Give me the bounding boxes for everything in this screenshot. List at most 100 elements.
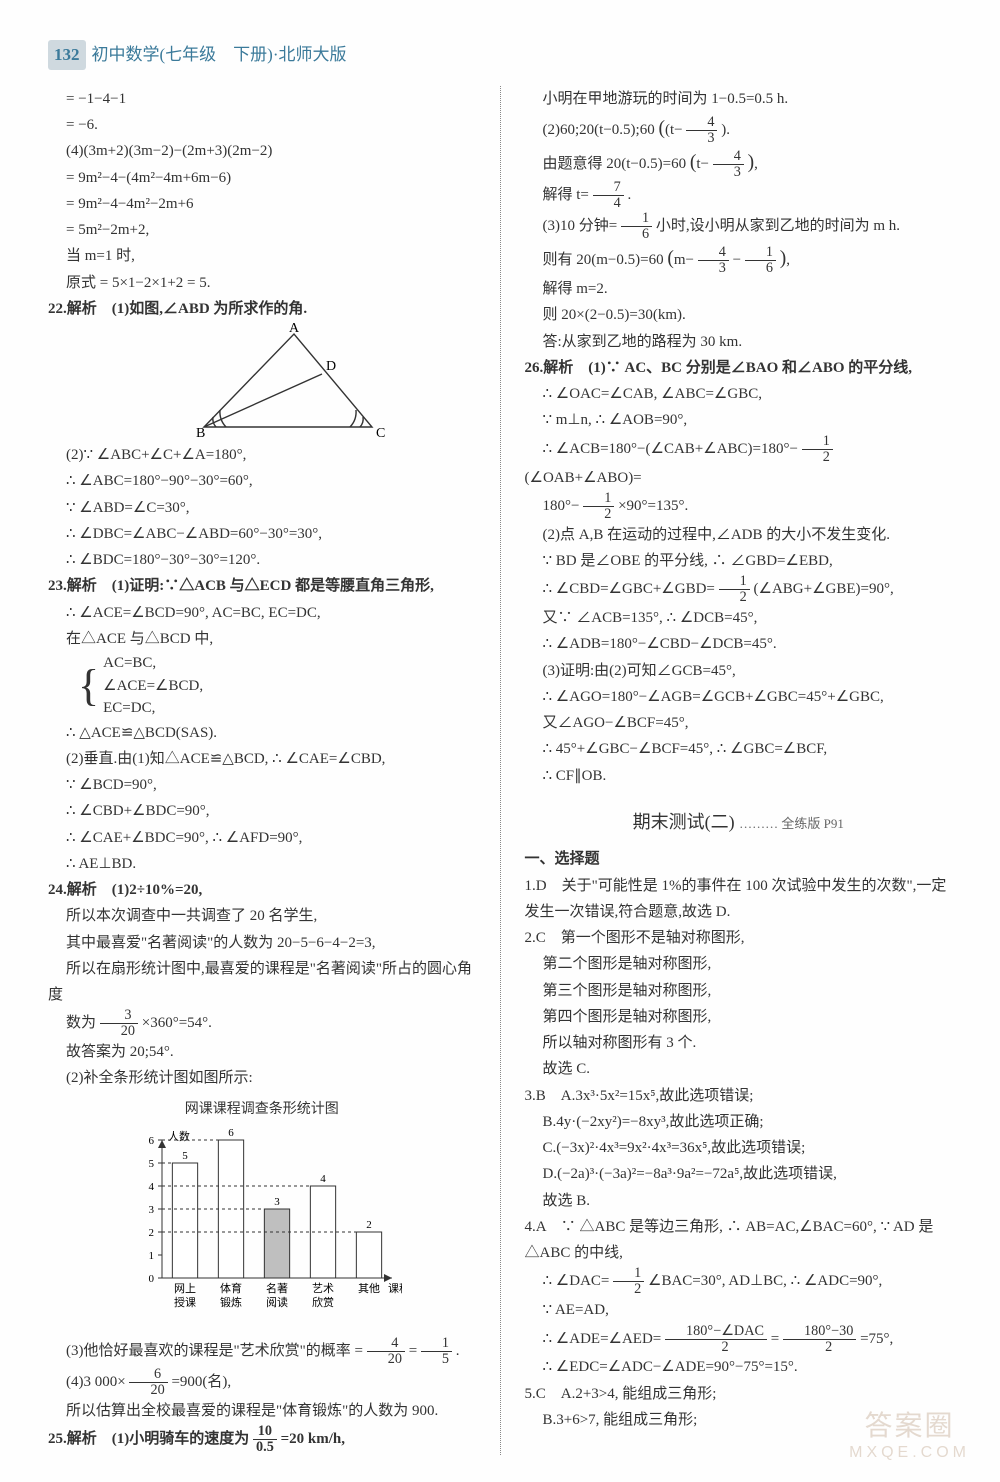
svg-text:1: 1 — [148, 1250, 154, 1262]
watermark-top: 答案圈 — [849, 1409, 970, 1443]
text-line: 又∠AGO−∠BCF=45°, — [525, 710, 953, 736]
text-line: 180°− 12 ×90°=135°. — [525, 491, 953, 522]
text-line: (2)补全条形统计图如图所示: — [48, 1065, 476, 1091]
fraction: 16 — [745, 245, 776, 276]
text-line: ∴ ∠CBD+∠BDC=90°, — [48, 798, 476, 824]
column-divider — [500, 86, 501, 1455]
bar-chart: 0123456人数课程5网上授课6体育锻炼3名著阅读4艺术欣赏2其他 — [48, 1126, 476, 1326]
text-line: (3)他恰好最喜欢的课程是"艺术欣赏"的概率 = 420 = 15 . — [48, 1336, 476, 1367]
fraction: 12 — [802, 434, 833, 465]
text-line: ∵ ∠BCD=90°, — [48, 772, 476, 798]
text-span: ∴ ∠ACB=180°−(∠CAB+∠ABC)=180°− — [543, 441, 798, 457]
triangle-svg: A B C D — [174, 322, 394, 442]
text-line: (2)垂直.由(1)知△ACE≌△BCD, ∴ ∠CAE=∠CBD, — [48, 746, 476, 772]
text-line: ∴ ∠EDC=∠ADC−∠ADE=90°−75°=15°. — [525, 1354, 953, 1380]
text-line: 解得 t= 74 . — [525, 180, 953, 211]
text-line: 小明在甲地游玩的时间为 1−0.5=0.5 h. — [525, 86, 953, 112]
svg-text:3: 3 — [274, 1196, 280, 1208]
fraction: 16 — [621, 211, 652, 242]
svg-text:0: 0 — [148, 1273, 154, 1285]
fraction: 12 — [613, 1266, 644, 1297]
text-line: 由题意得 20(t−0.5)=60 (t− 43 ), — [525, 146, 953, 180]
text-line: ∴ ∠ACB=180°−(∠CAB+∠ABC)=180°− 12 (∠OAB+∠… — [525, 434, 953, 491]
fraction: 43 — [698, 245, 729, 276]
bar-chart-svg: 0123456人数课程5网上授课6体育锻炼3名著阅读4艺术欣赏2其他 — [122, 1126, 402, 1326]
text-line: 所以在扇形统计图中,最喜爱的课程是"名著阅读"所占的圆心角度 — [48, 956, 476, 1009]
text-line: 当 m=1 时, — [48, 243, 476, 269]
text-span: 小时,设小明从家到乙地的时间为 m h. — [656, 218, 900, 234]
text-line: ∵ AE=AD, — [525, 1297, 953, 1323]
text-span: 则有 20(m−0.5)=60 — [543, 252, 664, 268]
svg-text:5: 5 — [182, 1150, 188, 1162]
text-span: (3)他恰好最喜欢的课程是"艺术欣赏"的概率 = — [66, 1343, 367, 1359]
text-line: 所以本次调查中一共调查了 20 名学生, — [48, 903, 476, 929]
text-line: ∴ ∠AGO=180°−∠AGB=∠GCB+∠GBC=45°+∠GBC, — [525, 684, 953, 710]
answer-5: 5.C A.2+3>4, 能组成三角形; — [525, 1381, 953, 1407]
answer-2: 2.C 第一个图形不是轴对称图形, — [525, 925, 953, 951]
text-line: 所以估算出全校最喜爱的课程是"体育锻炼"的人数为 900. — [48, 1398, 476, 1424]
question-23: 23.解析 (1)证明:∵△ACB 与△ECD 都是等腰直角三角形, — [48, 573, 476, 599]
text-line: = 9m²−4−4m²−2m+6 — [48, 191, 476, 217]
svg-text:欣赏: 欣赏 — [312, 1295, 334, 1309]
text-span: = — [409, 1343, 421, 1359]
text-span: (4)3 000× — [66, 1374, 126, 1390]
paren-icon: ( — [667, 248, 674, 269]
brace-line: AC=BC, — [103, 652, 203, 675]
text-line: ∴ ∠ACE=∠BCD=90°, AC=BC, EC=DC, — [48, 600, 476, 626]
question-26: 26.解析 (1)∵ AC、BC 分别是∠BAO 和∠ABO 的平分线, — [525, 355, 953, 381]
fraction: 420 — [367, 1336, 405, 1367]
text-span: (t− — [665, 122, 683, 138]
text-line: 故选 C. — [525, 1056, 953, 1082]
text-line: ∴ ∠DBC=∠ABC−∠ABD=60°−30°=30°, — [48, 521, 476, 547]
text-line: ∴ ∠OAC=∠CAB, ∠ABC=∠GBC, — [525, 381, 953, 407]
fraction: 12 — [583, 491, 614, 522]
left-column: = −1−4−1 = −6. (4)(3m+2)(3m−2)−(2m+3)(2m… — [48, 86, 476, 1455]
text-line: 数为 320 ×360°=54°. — [48, 1008, 476, 1039]
text-line: C.(−3x)²·4x³=9x²·4x³=36x⁵,故此选项错误; — [525, 1135, 953, 1161]
text-line: ∴ △ACE≌△BCD(SAS). — [48, 720, 476, 746]
vertex-d: D — [326, 359, 336, 374]
text-span: =75°, — [860, 1330, 893, 1346]
section-1-heading: 一、选择题 — [525, 846, 953, 872]
fraction: 43 — [713, 149, 744, 180]
text-span: 由题意得 20(t−0.5)=60 — [543, 156, 687, 172]
text-span: (∠OAB+∠ABO)= — [525, 470, 642, 486]
watermark-bottom: MXQE.COM — [849, 1443, 970, 1462]
vertex-a: A — [289, 322, 300, 336]
text-line: ∴ ∠ABC=180°−90°−30°=60°, — [48, 468, 476, 494]
text-span: = — [771, 1330, 779, 1346]
vertex-b: B — [196, 426, 205, 441]
text-span: (3)10 分钟= — [543, 218, 618, 234]
question-25: 25.解析 (1)小明骑车的速度为 100.5 =20 km/h, — [48, 1424, 476, 1455]
fraction: 43 — [686, 115, 717, 146]
text-span: =900(名), — [171, 1374, 231, 1390]
text-line: 答:从家到乙地的路程为 30 km. — [525, 329, 953, 355]
text-span: ×90°=135°. — [618, 498, 688, 514]
text-line: = 9m²−4−(4m²−4m+6m−6) — [48, 165, 476, 191]
text-line: 则 20×(2−0.5)=30(km). — [525, 302, 953, 328]
fraction: 100.5 — [253, 1424, 277, 1455]
svg-text:锻炼: 锻炼 — [220, 1295, 242, 1309]
text-span: . — [628, 187, 632, 203]
svg-text:6: 6 — [228, 1127, 234, 1139]
text-span: 解得 t= — [543, 187, 589, 203]
text-span: ∴ ∠DAC= — [543, 1273, 610, 1289]
text-line: ∴ ∠CBD=∠GBC+∠GBD= 12 (∠ABG+∠GBE)=90°, — [525, 574, 953, 605]
text-line: (3)证明:由(2)可知∠GCB=45°, — [525, 658, 953, 684]
triangle-figure: A B C D — [93, 322, 476, 442]
text-span: 180°− — [543, 498, 580, 514]
text-line: 第三个图形是轴对称图形, — [525, 978, 953, 1004]
text-line: = 5m²−2m+2, — [48, 217, 476, 243]
text-span: ). — [721, 122, 730, 138]
text-line: 解得 m=2. — [525, 276, 953, 302]
paren-icon: ( — [690, 152, 697, 173]
text-line: ∴ ∠ADB=180°−∠CBD−∠DCB=45°. — [525, 631, 953, 657]
text-span: ∴ ∠CBD=∠GBC+∠GBD= — [543, 581, 715, 597]
question-22: 22.解析 (1)如图,∠ABD 为所求作的角. — [48, 296, 476, 322]
answer-4: 4.A ∵ △ABC 是等边三角形, ∴ AB=AC,∠BAC=60°, ∵ A… — [525, 1214, 953, 1267]
text-line: B.4y·(−2xy²)=−8xy³,故此选项正确; — [525, 1109, 953, 1135]
fraction: 620 — [129, 1367, 167, 1398]
brace-line: ∠ACE=∠BCD, — [103, 675, 203, 698]
answer-1: 1.D 关于"可能性是 1%的事件在 100 次试验中发生的次数",一定发生一次… — [525, 873, 953, 926]
text-line: D.(−2a)³·(−3a)²=−8a³·9a²=−72a⁵,故此选项错误, — [525, 1161, 953, 1187]
